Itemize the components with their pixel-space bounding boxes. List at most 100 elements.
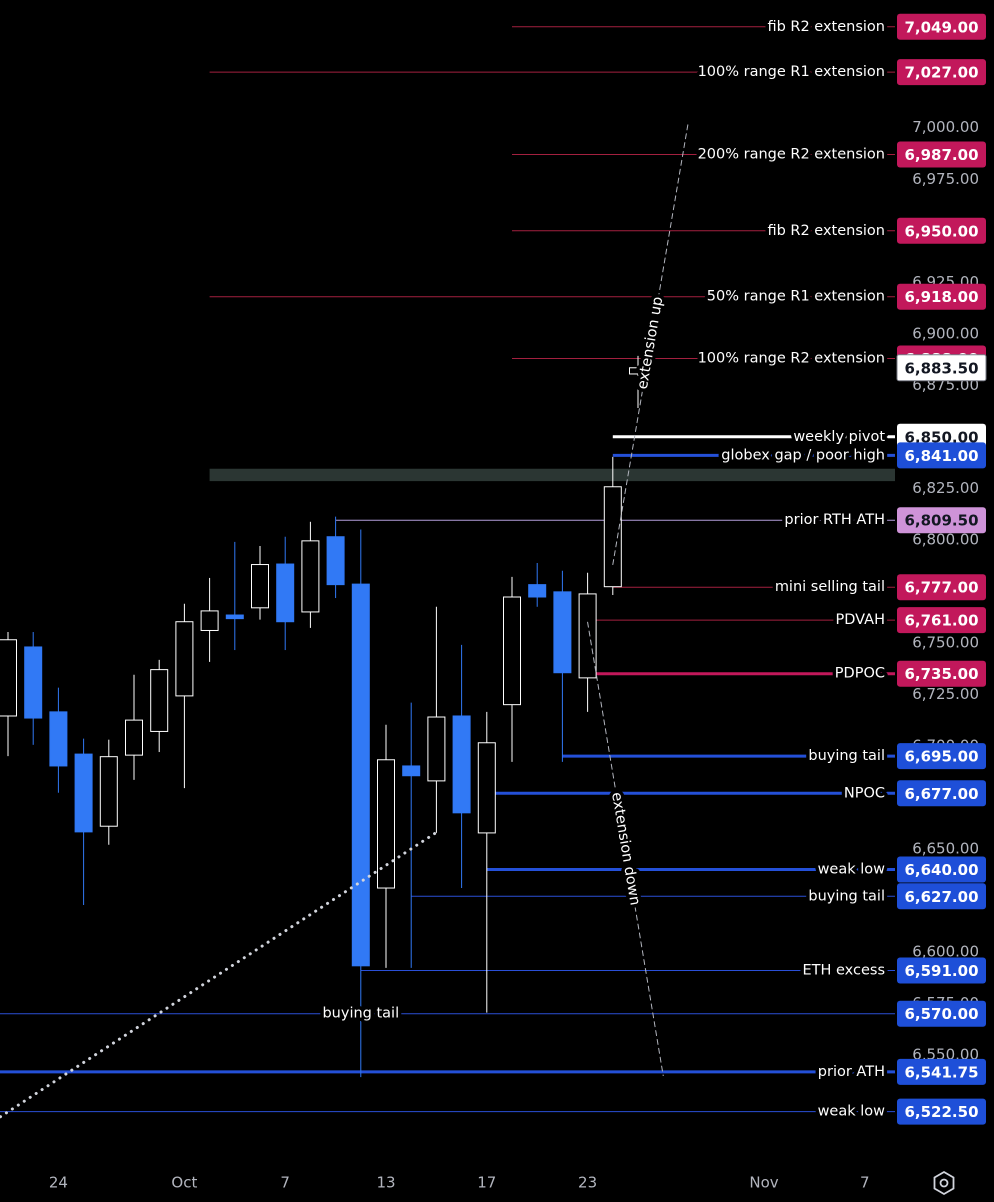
level-price-box [897, 217, 986, 244]
level-label: globex gap / poor high [721, 447, 885, 463]
level-label: 100% range R2 extension [698, 351, 885, 367]
level-label: prior RTH ATH [784, 512, 885, 528]
level-label: ETH excess [802, 962, 885, 978]
level-price-box [897, 743, 986, 770]
candle-body [629, 367, 647, 375]
level-price-box [897, 442, 986, 469]
level-price-box [897, 856, 986, 883]
level-price-box [897, 141, 986, 168]
level-price-box [897, 957, 986, 984]
trend-line [587, 621, 664, 1077]
last-price-box [896, 354, 987, 382]
level-label: buying tail [808, 888, 885, 904]
candle-body [326, 536, 345, 586]
candle-body [528, 584, 547, 598]
candle-body [603, 486, 622, 588]
level-price-label: 6,809.50 [904, 512, 978, 530]
level-label: mini selling tail [775, 579, 885, 595]
boxes-layer: 7,049.00 7,027.00 6,987.00 6,950.00 6,918.00… [896, 13, 987, 1125]
candle-body [150, 669, 169, 732]
level-price-label: 6,987.00 [904, 146, 978, 164]
candle-body [251, 564, 269, 609]
level-price-label: 7,049.00 [904, 18, 978, 36]
settings-button[interactable] [933, 1170, 955, 1196]
level-label: 100% range R1 extension [698, 64, 885, 80]
level-price-box [897, 660, 986, 687]
labels-layer: fib R2 extension 100% range R1 extension 2… [319, 15, 889, 1123]
candle-body [452, 715, 471, 814]
trend-line [0, 830, 438, 1119]
x-tick-label: 7 [280, 1174, 290, 1192]
x-tick-label: Nov [749, 1174, 778, 1192]
level-price-box [897, 13, 986, 40]
level-price-box [897, 780, 986, 807]
gap-zone [209, 468, 896, 482]
y-tick-label: 6,900.00 [912, 324, 979, 342]
candle-body [301, 540, 320, 613]
candles-layer [0, 355, 647, 1078]
x-tick-label: 7 [860, 1174, 870, 1192]
level-price-label: 6,640.00 [904, 861, 978, 879]
settings-icon-center[interactable] [939, 1178, 949, 1188]
candle-body [99, 756, 118, 827]
x-tick-label: 13 [376, 1174, 395, 1192]
y-tick-label: 6,650.00 [912, 839, 979, 857]
y-tick-label: 6,600.00 [912, 942, 979, 960]
settings-icon[interactable] [933, 1170, 955, 1196]
level-label: NPOC [844, 785, 885, 801]
x-tick-label: 24 [49, 1174, 68, 1192]
candle-body [125, 719, 143, 756]
level-price-label: 6,841.00 [904, 447, 978, 465]
candle-body [503, 596, 521, 706]
candle-body [24, 646, 43, 719]
candle-body [49, 711, 68, 767]
candle-body [276, 563, 295, 623]
candle-body [200, 610, 219, 631]
level-price-label: 6,918.00 [904, 288, 978, 306]
level-label: fib R2 extension [767, 19, 885, 35]
level-price-box [897, 607, 986, 634]
last-price-label: 6,883.50 [904, 359, 978, 377]
x-tick-label: Oct [171, 1174, 197, 1192]
level-price-box [897, 283, 986, 310]
level-price-box [897, 883, 986, 910]
level-label: PDPOC [835, 666, 885, 682]
candle-body [578, 593, 597, 679]
candle-body [377, 759, 395, 889]
level-label: fib R2 extension [767, 223, 885, 239]
level-price-label: 6,950.00 [904, 222, 978, 240]
level-price-box [897, 1000, 986, 1027]
candle-body [175, 621, 194, 697]
x-tick-label: 23 [578, 1174, 597, 1192]
level-label: weekly pivot [793, 429, 885, 445]
level-label: weak low [818, 861, 886, 877]
zone-layer [209, 468, 896, 482]
trend-line [612, 121, 689, 566]
level-price-box [897, 1058, 986, 1085]
level-price-label: 6,695.00 [904, 748, 978, 766]
level-label: buying tail [322, 1006, 399, 1022]
level-label: buying tail [808, 748, 885, 764]
level-label: 200% range R2 extension [698, 147, 885, 163]
level-price-label: 6,627.00 [904, 888, 978, 906]
level-price-box [897, 574, 986, 601]
level-price-box [897, 1098, 986, 1125]
level-price-box [897, 59, 986, 86]
candle-body [225, 614, 244, 620]
y-tick-label: 6,750.00 [912, 633, 979, 651]
level-price-label: 6,522.50 [904, 1103, 978, 1121]
level-price-box [897, 507, 986, 534]
candle-body [477, 742, 496, 834]
level-price-label: 6,541.75 [904, 1063, 978, 1081]
level-label: PDVAH [836, 612, 885, 628]
level-price-label: 6,850.00 [904, 428, 978, 446]
candle-body [402, 765, 421, 777]
level-price-label: 6,777.00 [904, 579, 978, 597]
candle-body [74, 753, 93, 833]
y-tick-label: 6,975.00 [912, 170, 979, 188]
level-price-label: 6,591.00 [904, 962, 978, 980]
level-price-label: 7,027.00 [904, 64, 978, 82]
x-tick-label: 17 [477, 1174, 496, 1192]
